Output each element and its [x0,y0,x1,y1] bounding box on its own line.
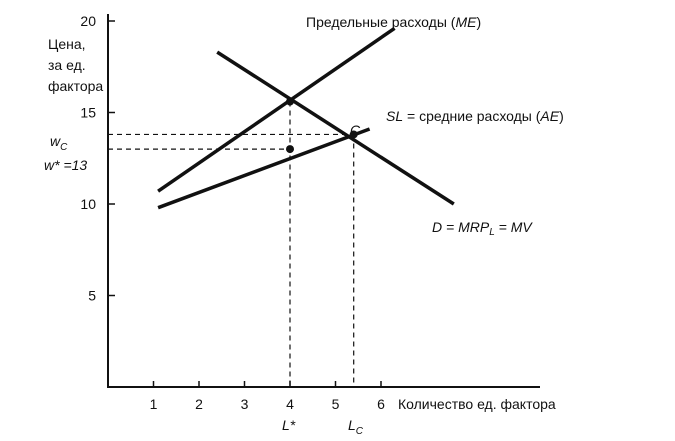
x-tick-label-5: 5 [332,396,340,412]
point-c-label: C [350,122,361,138]
x-tick-label-2: 2 [195,396,203,412]
x-tick-label-3: 3 [241,396,249,412]
y-tick-label-5: 5 [88,288,96,304]
series-line-me [157,26,396,193]
x-tick-label-1: 1 [150,396,158,412]
x-tick-label-4: 4 [286,396,294,412]
series-line-sl [157,127,371,210]
x-tick-label-6: 6 [377,396,385,412]
series-line-d [216,50,455,206]
axis-ticks: 1 2 3 4 5 6 5 10 15 20 [80,13,385,412]
point-sl_at_lstar [286,145,294,154]
y-axis-title-line-2: за ед. [48,57,86,73]
quantity-lc-label: LC [348,417,364,437]
y-tick-label-20: 20 [80,13,96,29]
wage-wstar-label: w* =13 [44,157,87,173]
point-c [349,130,358,139]
series-lines [157,26,455,210]
guide-lines [108,101,355,387]
wage-wc-label: wC [50,133,68,153]
quantity-lstar-label: L* [282,417,296,433]
y-tick-label-15: 15 [80,105,96,121]
series-label-sl: SL = средние расходы (AE) [386,108,564,124]
series-label-d: D = MRPL = MV [432,219,533,238]
series-label-me: Предельные расходы (ME) [306,14,481,30]
x-axis-title: Количество ед. фактора [398,396,556,412]
y-axis-title-line-3: фактора [48,78,103,94]
point-me_at_lstar [286,97,294,106]
y-axis-title-line-1: Цена, [48,36,86,52]
y-tick-label-10: 10 [80,196,96,212]
marked-points [286,97,358,154]
